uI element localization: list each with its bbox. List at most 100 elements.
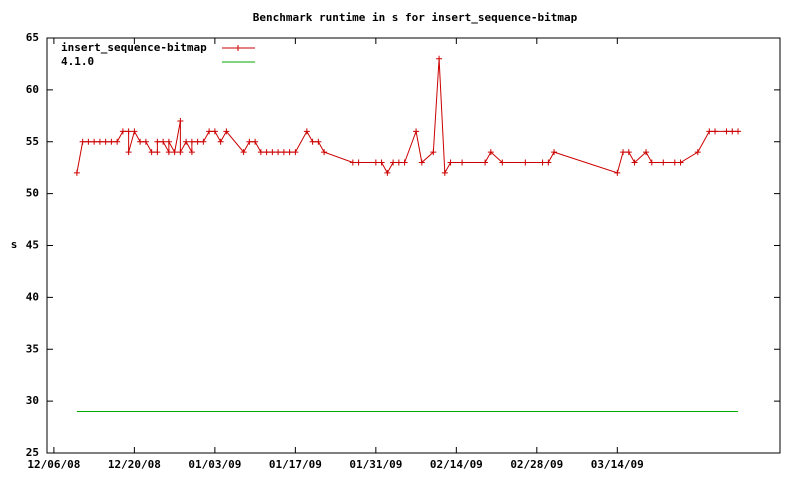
data-point xyxy=(131,128,138,135)
legend-label: insert_sequence-bitmap xyxy=(61,41,207,54)
y-tick-label: 35 xyxy=(26,342,39,355)
data-point xyxy=(79,138,86,145)
y-tick-label: 50 xyxy=(26,187,39,200)
data-point xyxy=(545,159,552,166)
data-point xyxy=(125,128,132,135)
data-point xyxy=(188,138,195,145)
data-point xyxy=(482,159,489,166)
data-point xyxy=(177,118,184,124)
data-point xyxy=(280,149,287,156)
data-point xyxy=(240,149,247,156)
data-point xyxy=(194,138,201,145)
data-point xyxy=(303,128,310,135)
legend-marker xyxy=(235,45,241,51)
data-point xyxy=(269,149,276,156)
data-point xyxy=(108,138,115,145)
data-point xyxy=(729,128,736,135)
data-point xyxy=(349,159,356,166)
data-point xyxy=(418,159,425,166)
y-tick-label: 40 xyxy=(26,290,39,303)
data-point xyxy=(413,128,420,135)
x-tick-label: 01/31/09 xyxy=(349,458,402,471)
data-point xyxy=(723,128,730,135)
data-point xyxy=(372,159,379,166)
data-point xyxy=(712,128,719,135)
data-point xyxy=(643,149,650,156)
data-point xyxy=(154,138,161,145)
data-point xyxy=(430,149,437,156)
data-point xyxy=(677,159,684,166)
data-point xyxy=(263,149,270,156)
data-point xyxy=(91,138,98,145)
data-point xyxy=(188,149,195,156)
data-point xyxy=(165,138,172,145)
data-point xyxy=(102,138,109,145)
data-point xyxy=(177,149,184,156)
data-point xyxy=(694,149,701,156)
data-point xyxy=(257,149,264,156)
data-point xyxy=(252,138,259,145)
data-point xyxy=(292,149,299,156)
data-point xyxy=(487,149,494,156)
data-point xyxy=(660,159,667,166)
data-point xyxy=(206,128,213,135)
chart-title: Benchmark runtime in s for insert_sequen… xyxy=(253,11,578,24)
legend-label: 4.1.0 xyxy=(61,55,94,68)
x-tick-label: 01/17/09 xyxy=(269,458,322,471)
data-point xyxy=(73,169,80,176)
x-tick-label: 02/28/09 xyxy=(510,458,563,471)
data-point xyxy=(125,149,132,156)
data-point xyxy=(539,159,546,166)
y-tick-label: 55 xyxy=(26,135,39,148)
data-point xyxy=(211,128,218,135)
data-point xyxy=(522,159,529,166)
data-point xyxy=(309,138,316,145)
data-point xyxy=(648,159,655,166)
data-point xyxy=(459,159,466,166)
data-point xyxy=(390,159,397,166)
data-point xyxy=(441,169,448,176)
data-point xyxy=(119,128,126,135)
data-point xyxy=(142,138,149,145)
data-point xyxy=(246,138,253,145)
data-point xyxy=(148,149,155,156)
data-point xyxy=(706,128,713,135)
data-point xyxy=(114,138,121,145)
x-tick-label: 03/14/09 xyxy=(591,458,644,471)
y-axis-label: s xyxy=(11,238,18,251)
data-point xyxy=(96,138,103,145)
data-point xyxy=(315,138,322,145)
y-tick-label: 65 xyxy=(26,31,39,44)
x-tick-label: 12/20/08 xyxy=(108,458,161,471)
data-point xyxy=(217,138,224,145)
data-point xyxy=(401,159,408,166)
data-point xyxy=(436,55,443,62)
data-point xyxy=(171,149,178,156)
data-point xyxy=(200,138,207,145)
data-point xyxy=(614,169,621,176)
data-point xyxy=(620,149,627,156)
data-point xyxy=(551,149,558,156)
data-point xyxy=(735,128,742,135)
x-tick-label: 01/03/09 xyxy=(188,458,241,471)
data-point xyxy=(384,169,391,176)
data-point xyxy=(447,159,454,166)
data-point xyxy=(355,159,362,166)
data-point xyxy=(85,138,92,145)
y-tick-label: 30 xyxy=(26,394,39,407)
data-point xyxy=(154,149,161,156)
y-tick-label: 25 xyxy=(26,446,39,459)
x-tick-label: 02/14/09 xyxy=(430,458,483,471)
data-point xyxy=(395,159,402,166)
data-point xyxy=(499,159,506,166)
y-tick-label: 60 xyxy=(26,83,39,96)
x-tick-label: 12/06/08 xyxy=(27,458,80,471)
data-point xyxy=(625,149,632,156)
data-point xyxy=(286,149,293,156)
data-point xyxy=(137,138,144,145)
data-point xyxy=(165,149,172,156)
data-point xyxy=(223,128,230,135)
data-point xyxy=(160,138,167,145)
